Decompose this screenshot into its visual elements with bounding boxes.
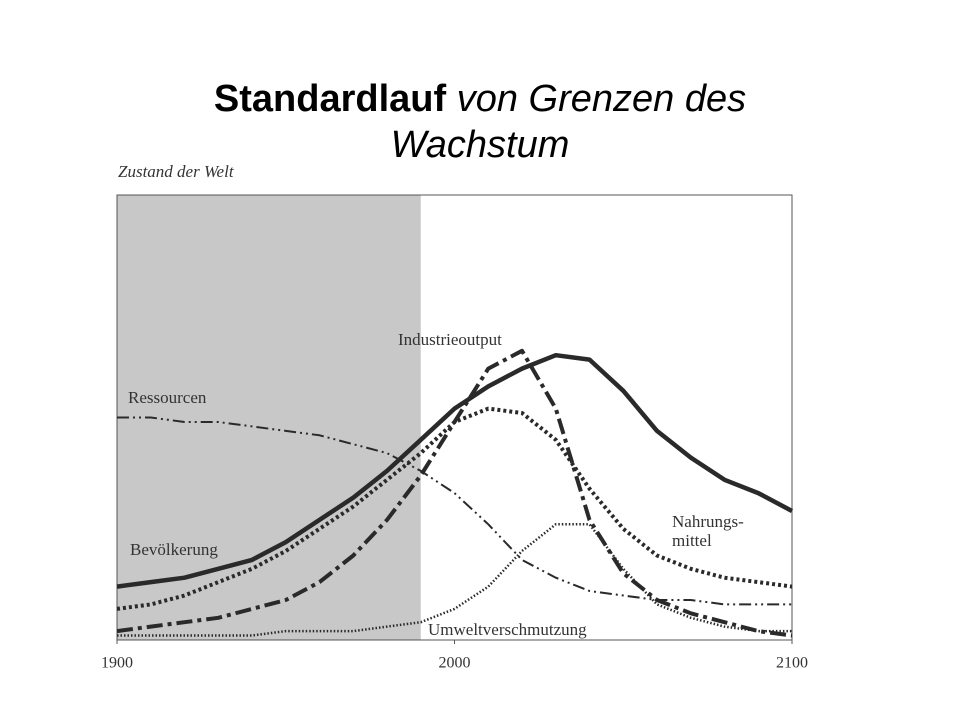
title-bold: Standardlauf <box>213 78 447 120</box>
x-tick-label: 2000 <box>439 655 471 672</box>
chart: Zustand der Welt 1900 2000 2100 <box>90 158 830 698</box>
series-label: Bevölkerung <box>130 540 218 559</box>
series-label: Nahrungs- mittel <box>672 512 744 550</box>
series-label: Ressourcen <box>128 388 207 407</box>
title-italic: von Grenzen des Wachstum <box>390 78 747 166</box>
x-tick-label: 1900 <box>101 655 133 672</box>
y-axis-label: Zustand der Welt <box>118 162 235 181</box>
slide-title: Standardlauf von Grenzen des Wachstum <box>160 76 800 168</box>
series-line <box>116 348 793 638</box>
series-label: Industrieoutput <box>398 330 502 349</box>
series-line <box>117 416 792 606</box>
series-label: Umweltverschmutzung <box>428 620 587 639</box>
x-tick-label: 2100 <box>776 655 808 672</box>
series-line <box>116 352 794 589</box>
series-line <box>117 523 792 637</box>
shaded-region <box>117 195 421 640</box>
